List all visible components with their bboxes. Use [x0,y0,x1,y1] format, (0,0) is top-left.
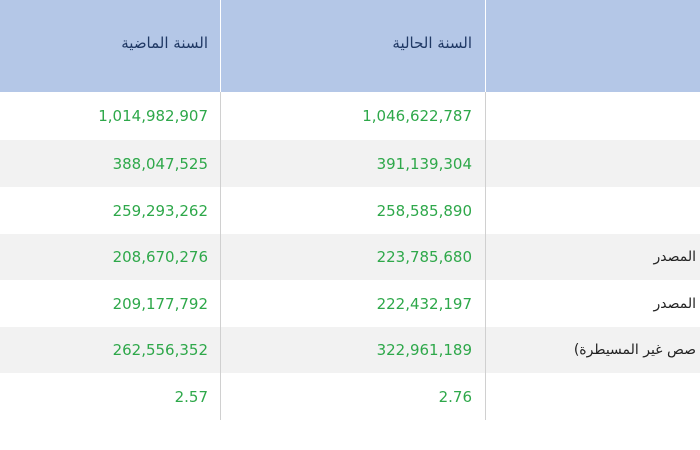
header-cell: السنة الحالية [220,0,485,92]
cell-previous: 259,293,262 [112,201,208,220]
cell-previous: 388,047,525 [112,154,208,173]
cell-current: 222,432,197 [220,280,485,327]
table-row: 259,293,262 258,585,890 [0,187,700,234]
table-row: 388,047,525 391,139,304 [0,140,700,187]
cell-label: المصدر [485,234,700,280]
header-cell: السنة الماضية [121,34,208,52]
cell-current: 223,785,680 [220,234,485,280]
cell-label [485,92,700,140]
table-row: 262,556,352 322,961,189 صص غير المسيطرة) [0,327,700,373]
cell-previous: 208,670,276 [112,248,208,266]
table-row: 208,670,276 223,785,680 المصدر [0,234,700,280]
cell-previous: 262,556,352 [112,341,208,359]
cell-previous: 209,177,792 [112,294,208,313]
cell-previous: 1,014,982,907 [98,107,208,125]
cell-label: صص غير المسيطرة) [485,327,700,373]
cell-previous: 2.57 [174,387,208,406]
table-row: 209,177,792 222,432,197 المصدر [0,280,700,327]
cell-label [485,140,700,187]
header-row: السنة الماضية السنة الحالية [0,0,700,92]
table-row: 2.57 2.76 [0,373,700,420]
table-row: 1,014,982,907 1,046,622,787 [0,92,700,140]
cell-label: المصدر [485,280,700,327]
cell-label [485,187,700,234]
cell-label [485,373,700,420]
cell-current: 2.76 [220,373,485,420]
cell-current: 1,046,622,787 [220,92,485,140]
cell-current: 391,139,304 [220,140,485,187]
cell-current: 322,961,189 [220,327,485,373]
cell-current: 258,585,890 [220,187,485,234]
header-cell [485,0,700,92]
